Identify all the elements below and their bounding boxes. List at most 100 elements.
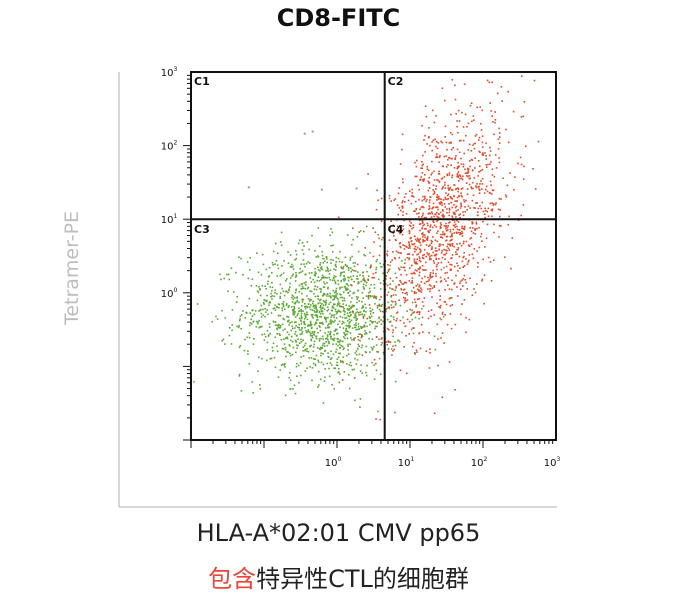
data-point bbox=[474, 167, 476, 169]
data-point bbox=[319, 313, 322, 315]
data-point bbox=[333, 321, 335, 323]
data-point bbox=[424, 197, 426, 199]
data-point bbox=[300, 288, 303, 290]
data-point bbox=[314, 295, 317, 298]
data-point bbox=[394, 341, 396, 343]
y-tick-label: 101 bbox=[161, 213, 178, 226]
data-point bbox=[291, 321, 293, 323]
data-point bbox=[481, 146, 484, 148]
data-point bbox=[250, 285, 253, 287]
data-point bbox=[469, 226, 471, 229]
data-point bbox=[354, 326, 356, 329]
data-point bbox=[459, 242, 461, 245]
data-point bbox=[276, 345, 278, 347]
data-point bbox=[416, 351, 418, 353]
data-point bbox=[470, 186, 473, 188]
data-point bbox=[431, 212, 434, 215]
data-point bbox=[424, 151, 426, 153]
data-point bbox=[427, 288, 429, 290]
data-point bbox=[490, 161, 492, 163]
data-point bbox=[468, 259, 470, 262]
data-point bbox=[291, 353, 294, 356]
data-point bbox=[447, 229, 449, 231]
data-point bbox=[520, 163, 523, 166]
data-point bbox=[404, 292, 406, 295]
data-point bbox=[325, 302, 327, 304]
data-point bbox=[300, 283, 303, 286]
data-point bbox=[326, 282, 328, 284]
data-point bbox=[313, 331, 316, 334]
data-point bbox=[426, 239, 429, 241]
data-point bbox=[402, 283, 405, 285]
data-point bbox=[378, 321, 380, 323]
data-point bbox=[322, 281, 325, 283]
data-point bbox=[439, 243, 442, 246]
data-point bbox=[236, 295, 238, 298]
data-point bbox=[427, 169, 430, 172]
data-point bbox=[506, 184, 509, 187]
data-point bbox=[265, 288, 267, 290]
data-point bbox=[352, 275, 355, 277]
data-point bbox=[343, 299, 346, 302]
data-point bbox=[418, 260, 421, 262]
data-point bbox=[444, 181, 446, 184]
data-point bbox=[301, 299, 303, 301]
data-point bbox=[313, 309, 316, 312]
data-point bbox=[480, 122, 482, 125]
data-point bbox=[436, 240, 439, 243]
data-point bbox=[347, 353, 350, 355]
data-point bbox=[313, 334, 315, 336]
data-point bbox=[445, 230, 448, 232]
data-point bbox=[317, 266, 319, 269]
data-point bbox=[425, 115, 428, 118]
data-point bbox=[274, 309, 277, 311]
data-point bbox=[491, 189, 494, 191]
data-point bbox=[453, 184, 456, 186]
data-point bbox=[408, 232, 411, 235]
data-point bbox=[436, 323, 439, 326]
data-point bbox=[324, 304, 327, 306]
data-point bbox=[491, 208, 494, 210]
data-point bbox=[416, 246, 419, 249]
data-point bbox=[301, 332, 303, 335]
data-point bbox=[430, 248, 433, 251]
data-point bbox=[341, 286, 343, 289]
data-point bbox=[441, 165, 444, 168]
data-point bbox=[486, 166, 488, 168]
data-point bbox=[505, 194, 507, 196]
data-point bbox=[267, 276, 270, 278]
data-point bbox=[324, 316, 326, 319]
data-point bbox=[446, 226, 449, 229]
data-point bbox=[386, 254, 389, 257]
data-point bbox=[306, 305, 308, 308]
data-point bbox=[291, 325, 294, 327]
data-point bbox=[278, 327, 280, 329]
data-point bbox=[284, 349, 287, 351]
data-point bbox=[429, 244, 431, 247]
data-point bbox=[466, 193, 469, 196]
data-point bbox=[342, 267, 344, 270]
data-point bbox=[435, 188, 437, 190]
data-point bbox=[295, 288, 297, 291]
data-point bbox=[318, 348, 321, 350]
data-point bbox=[415, 165, 418, 168]
data-point bbox=[305, 281, 307, 283]
data-point bbox=[432, 260, 435, 262]
data-point bbox=[318, 299, 321, 302]
data-point bbox=[327, 308, 330, 311]
data-point bbox=[326, 338, 329, 341]
data-point bbox=[465, 182, 468, 184]
data-point bbox=[473, 142, 476, 145]
data-point bbox=[379, 245, 381, 247]
data-point bbox=[310, 339, 313, 342]
data-point bbox=[261, 253, 264, 256]
data-point bbox=[416, 311, 418, 314]
data-point bbox=[372, 276, 374, 279]
data-point bbox=[337, 216, 340, 219]
data-point bbox=[294, 301, 297, 304]
data-point bbox=[294, 259, 296, 261]
data-point bbox=[358, 328, 361, 330]
data-point bbox=[329, 301, 332, 304]
data-point bbox=[326, 334, 329, 336]
data-point bbox=[451, 198, 454, 200]
